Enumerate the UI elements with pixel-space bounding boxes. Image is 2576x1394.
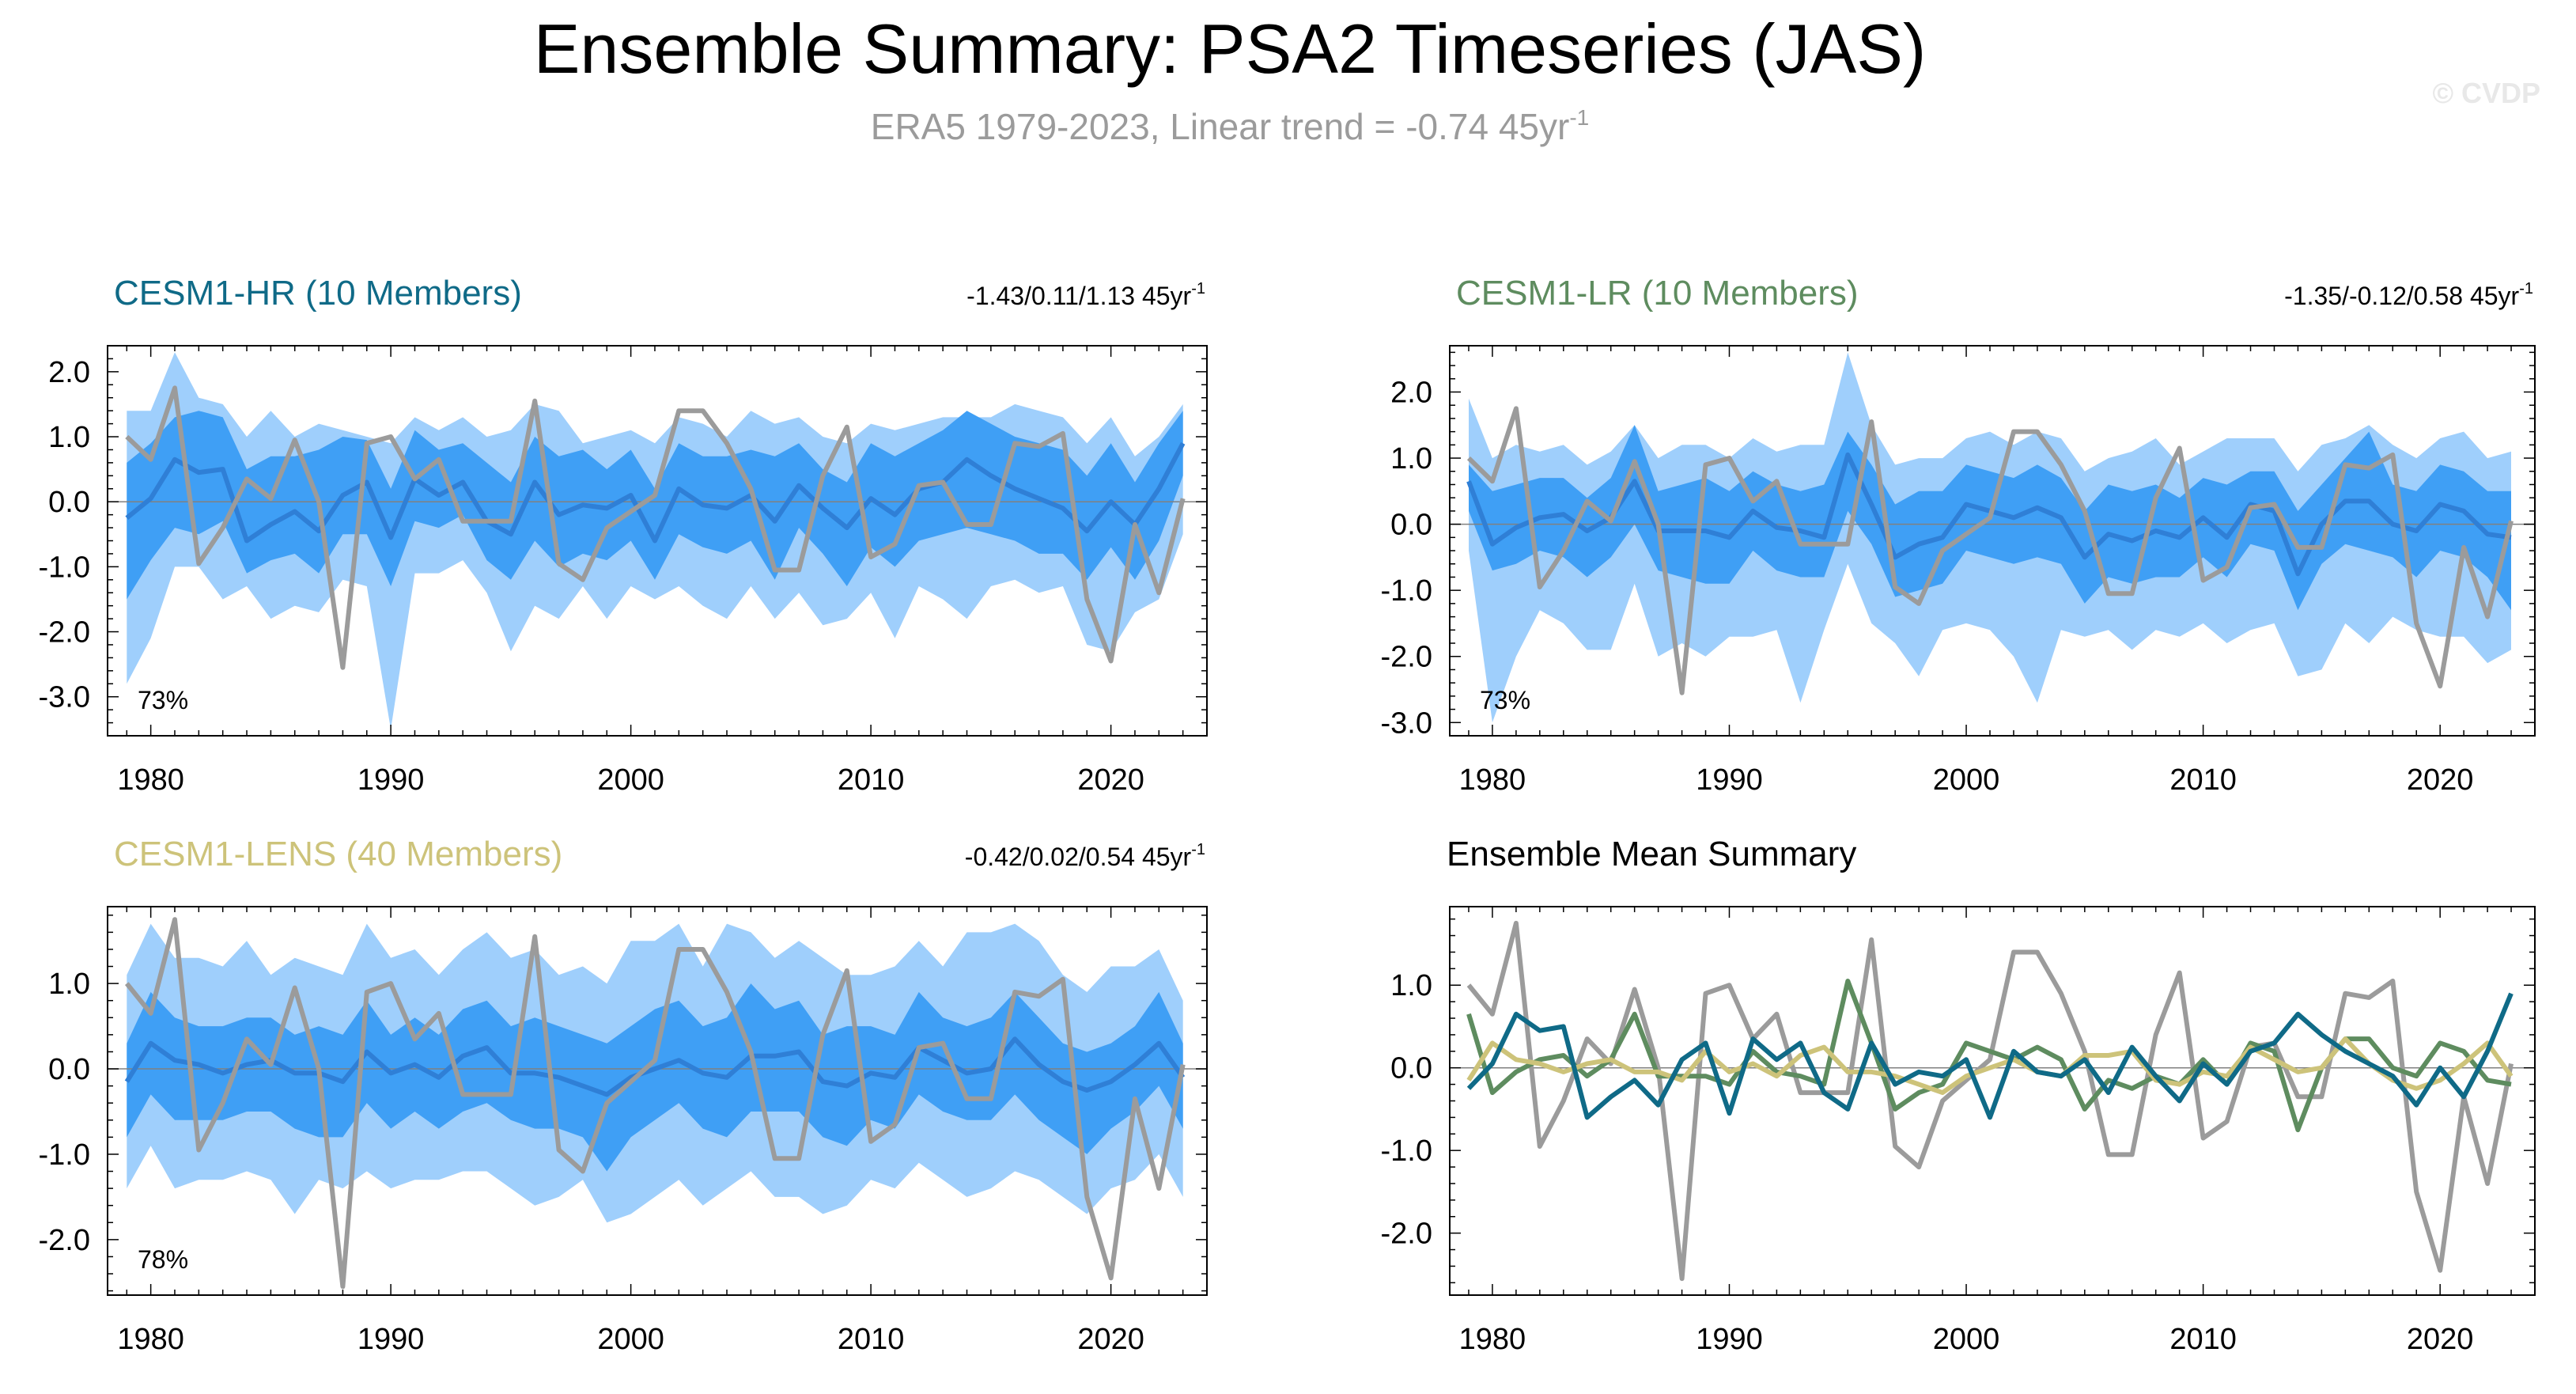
panel-title: CESM1-HR (10 Members) (114, 274, 522, 313)
panel-title: CESM1-LR (10 Members) (1456, 274, 1859, 313)
plot-area (108, 352, 1207, 729)
y-tick-label: -1.0 (39, 551, 90, 584)
y-tick-label: -2.0 (1381, 1218, 1432, 1251)
plot-frame (1449, 906, 2536, 1296)
trend-superscript: -1 (1191, 841, 1205, 858)
inner-range-band (127, 411, 1183, 600)
ensemble-mean-line (124, 1036, 1186, 1097)
x-tick-label: 2020 (1077, 1323, 1144, 1356)
trend-label: -0.42/0.02/0.54 45yr-1 (965, 841, 1205, 871)
trend-values: -1.35/-0.12/0.58 45yr (2284, 282, 2519, 310)
x-tick-label: 1980 (117, 763, 184, 797)
observed-line-era5 (124, 917, 1186, 1290)
plot-area (108, 917, 1207, 1290)
x-tick-label: 2000 (1933, 763, 2000, 797)
trend-values: -1.43/0.11/1.13 45yr (966, 282, 1191, 310)
y-tick-label: -3.0 (1381, 706, 1432, 740)
x-tick-label: 1990 (357, 1323, 425, 1356)
x-tick-label: 1990 (1696, 1323, 1763, 1356)
x-tick-label: 2020 (2407, 1323, 2474, 1356)
panel-title: Ensemble Mean Summary (1447, 835, 1856, 873)
y-tick-label: 0.0 (48, 1053, 90, 1086)
percent-label: 73% (1480, 686, 1530, 714)
plot-area (1450, 920, 2535, 1282)
percent-label: 78% (138, 1245, 188, 1274)
y-tick-label: -1.0 (39, 1138, 90, 1172)
y-tick-label: -3.0 (39, 681, 90, 714)
y-tick-label: 2.0 (1390, 376, 1432, 409)
y-tick-label: 0.0 (48, 486, 90, 519)
panel-top-right: 1980 1990 2000 2010 2020 2.0 1.0 0.0 -1.0 -2.0 -3.… (1381, 274, 2536, 797)
x-tick-label: 2010 (2169, 1323, 2237, 1356)
trend-superscript: -1 (2519, 280, 2533, 297)
subtitle-superscript: -1 (1569, 105, 1589, 130)
observed-line-era5 (125, 385, 1186, 670)
trend-superscript: -1 (1191, 280, 1205, 297)
plot-frame (107, 906, 1208, 1296)
y-tick-label: 2.0 (48, 356, 90, 389)
ensemble-mean-line (125, 441, 1186, 544)
inner-range-band (127, 983, 1183, 1172)
y-tick-label: -2.0 (39, 616, 90, 650)
y-tick-label: -1.0 (1381, 1135, 1432, 1168)
percent-label: 73% (138, 686, 188, 714)
x-tick-label: 2000 (597, 763, 664, 797)
y-tick-label: 1.0 (48, 421, 90, 454)
y-tick-label: 1.0 (1390, 442, 1432, 475)
x-tick-label: 2020 (1077, 763, 1144, 797)
x-tick-label: 2020 (2407, 763, 2474, 797)
series-line-era5 (1466, 920, 2514, 1282)
figure-title: Ensemble Summary: PSA2 Timeseries (JAS) (534, 9, 1927, 88)
y-tick-label: -2.0 (39, 1224, 90, 1257)
trend-values: -0.42/0.02/0.54 45yr (965, 843, 1192, 871)
plot-area (1450, 352, 2535, 723)
x-tick-label: 1980 (117, 1323, 184, 1356)
x-tick-label: 2010 (2169, 763, 2237, 797)
y-tick-label: -2.0 (1381, 641, 1432, 674)
x-tick-label: 1980 (1459, 1323, 1526, 1356)
watermark: © CVDP (2432, 77, 2540, 109)
figure-subtitle: ERA5 1979-2023, Linear trend = -0.74 45y… (871, 105, 1589, 147)
y-tick-label: 1.0 (1390, 969, 1432, 1002)
panel-top-left: 1980 1990 2000 2010 2020 2.0 1.0 0.0 -1.0 -2.0 -3.… (39, 274, 1208, 797)
y-tick-label: -1.0 (1381, 574, 1432, 608)
trend-label: -1.43/0.11/1.13 45yr-1 (966, 280, 1205, 310)
x-tick-label: 2010 (838, 763, 905, 797)
trend-label: -1.35/-0.12/0.58 45yr-1 (2284, 280, 2533, 310)
panel-title: CESM1-LENS (40 Members) (114, 835, 562, 873)
panels-group: 1980 1990 2000 2010 2020 2.0 1.0 0.0 -1.0 -2.0 -3.… (39, 274, 2536, 1356)
x-tick-label: 2000 (597, 1323, 664, 1356)
observed-line-era5 (1466, 406, 2514, 695)
series-line-cesm1-hr (1466, 992, 2514, 1120)
y-tick-label: 1.0 (48, 968, 90, 1001)
x-tick-label: 1990 (1696, 763, 1763, 797)
panel-bottom-left: 1980 1990 2000 2010 2020 1.0 0.0 -1.0 -2.0 CESM1-… (39, 835, 1208, 1356)
x-tick-label: 2010 (838, 1323, 905, 1356)
subtitle-text: ERA5 1979-2023, Linear trend = -0.74 45y… (871, 106, 1570, 147)
plot-frame (1449, 345, 2536, 737)
y-tick-label: 0.0 (1390, 509, 1432, 542)
x-tick-label: 1990 (357, 763, 425, 797)
x-tick-label: 2000 (1933, 1323, 2000, 1356)
y-tick-label: 0.0 (1390, 1052, 1432, 1085)
x-tick-label: 1980 (1459, 763, 1526, 797)
panel-bottom-right: 1980 1990 2000 2010 2020 1.0 0.0 -1.0 -2.0 Ensemb… (1381, 835, 2536, 1356)
